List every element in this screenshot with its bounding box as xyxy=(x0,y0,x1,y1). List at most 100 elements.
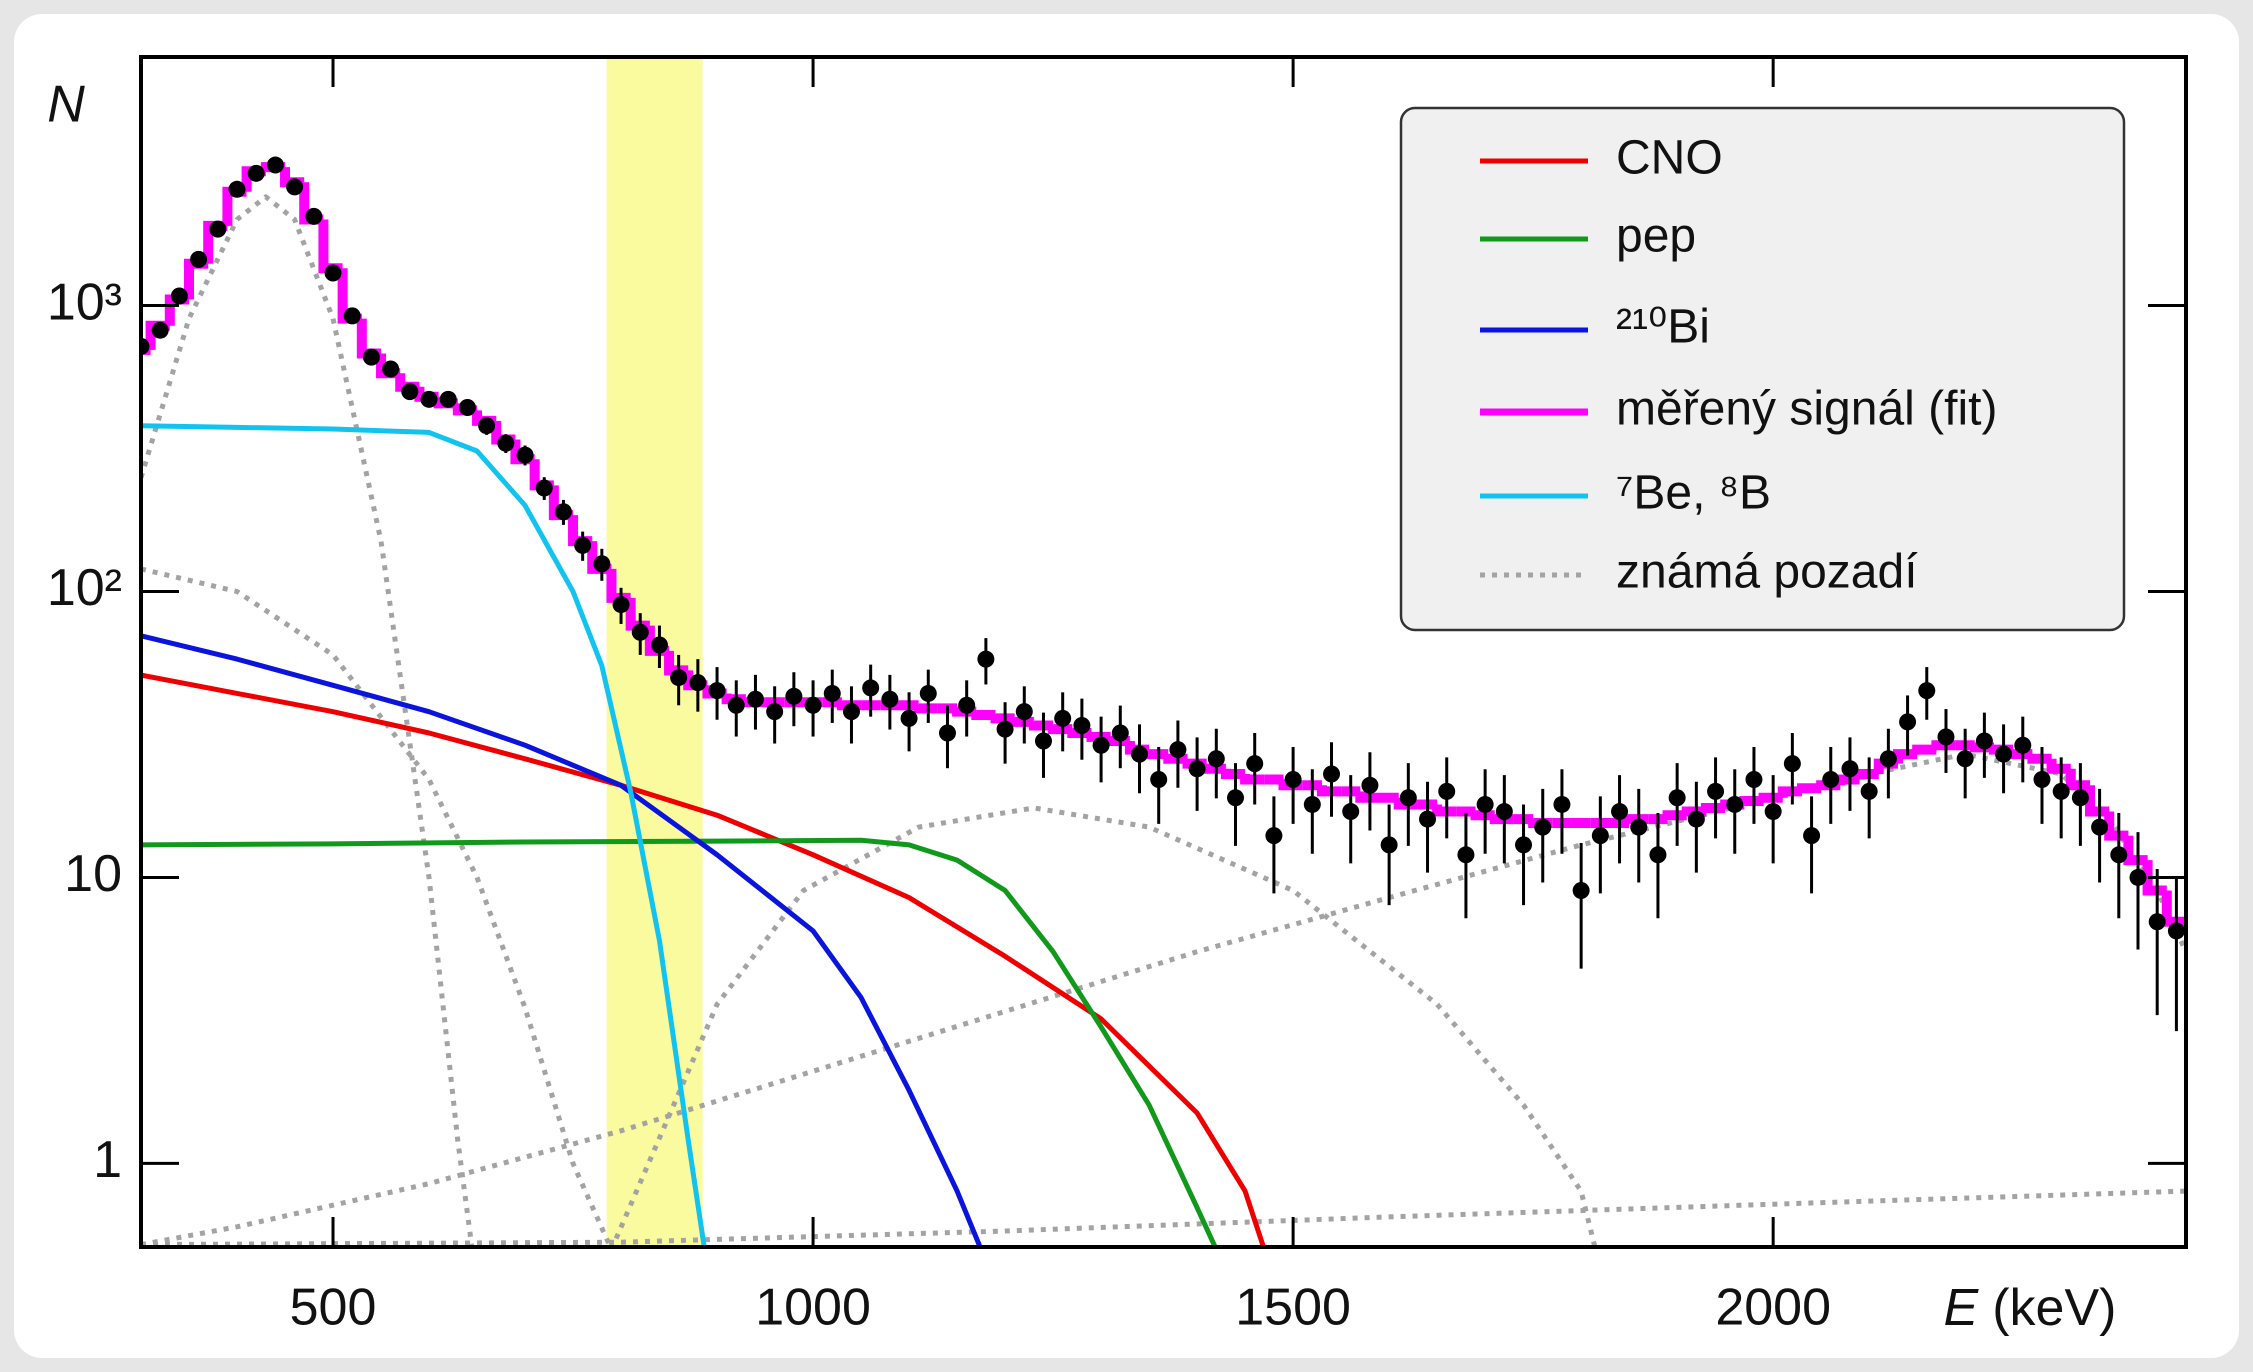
data-point xyxy=(1726,795,1744,813)
data-point xyxy=(1803,827,1821,845)
data-point xyxy=(2110,846,2128,864)
data-point xyxy=(247,164,265,182)
fit-step xyxy=(2161,890,2186,927)
data-point xyxy=(1553,795,1571,813)
legend-label: ⁷Be, ⁸B xyxy=(1616,467,1771,520)
data-point xyxy=(1399,789,1417,807)
y-axis-label: N xyxy=(47,76,85,134)
data-point xyxy=(1937,728,1955,746)
y-tick-label: 10³ xyxy=(47,273,122,331)
x-tick-label: 500 xyxy=(290,1279,377,1337)
fit-step xyxy=(1835,774,1860,786)
data-point xyxy=(209,220,227,238)
data-point xyxy=(919,684,937,702)
data-point xyxy=(862,679,880,697)
data-point xyxy=(1303,795,1321,813)
model-curve xyxy=(141,633,983,1247)
data-point xyxy=(1265,827,1283,845)
model-curve xyxy=(141,423,707,1247)
data-point xyxy=(1956,750,1974,768)
data-point xyxy=(996,720,1014,738)
data-point xyxy=(631,623,649,641)
data-point xyxy=(1227,789,1245,807)
fit-step xyxy=(2027,753,2052,764)
fit-step xyxy=(1796,783,1822,794)
y-tick-label: 10² xyxy=(47,559,122,617)
data-point xyxy=(2052,782,2070,800)
data-point xyxy=(2167,922,2185,940)
data-point xyxy=(1380,836,1398,854)
data-point xyxy=(478,417,496,435)
data-point xyxy=(266,156,284,174)
data-point xyxy=(1150,771,1168,789)
data-point xyxy=(1668,789,1686,807)
data-point xyxy=(1188,760,1206,778)
fit-step xyxy=(1009,716,1034,727)
data-point xyxy=(2014,736,2032,754)
data-point xyxy=(574,536,592,554)
data-point xyxy=(785,687,803,705)
data-point xyxy=(535,479,553,497)
data-point xyxy=(1572,882,1590,900)
fit-step xyxy=(2123,835,2148,866)
data-point xyxy=(670,669,688,687)
x-tick-label: 1500 xyxy=(1235,1279,1351,1337)
plot-area xyxy=(141,57,2186,1247)
data-point xyxy=(1476,795,1494,813)
fit-step xyxy=(1777,786,1802,798)
fit-step xyxy=(1662,810,1687,821)
x-axis-unit: (keV) xyxy=(1992,1279,2116,1337)
data-point xyxy=(382,360,400,378)
data-point xyxy=(766,703,784,721)
data-point xyxy=(1860,782,1878,800)
data-point xyxy=(2071,789,2089,807)
data-point xyxy=(151,321,169,339)
model-curve xyxy=(141,837,1218,1247)
data-point xyxy=(1687,810,1705,828)
data-point xyxy=(1130,745,1148,763)
data-point xyxy=(938,724,956,742)
data-point xyxy=(2148,913,2166,931)
data-point xyxy=(2033,771,2051,789)
data-point xyxy=(650,636,668,654)
data-point xyxy=(689,674,707,692)
data-point xyxy=(141,337,150,355)
data-point xyxy=(458,399,476,417)
data-point xyxy=(1822,771,1840,789)
fit-step xyxy=(2104,811,2129,841)
fit-step xyxy=(1758,792,1783,803)
data-point xyxy=(1246,755,1264,773)
fit-step xyxy=(1700,802,1726,813)
y-tick-label: 1 xyxy=(93,1131,122,1189)
data-point xyxy=(2129,868,2147,886)
data-point xyxy=(1073,716,1091,734)
data-point xyxy=(554,503,572,521)
fit-step xyxy=(2065,768,2090,791)
background-curve xyxy=(609,805,1598,1247)
x-axis-label: E (keV) xyxy=(1944,1279,2117,1337)
fit-step xyxy=(1931,740,1956,751)
fit-step xyxy=(1316,785,1342,797)
fit-step xyxy=(1892,749,1918,764)
legend-label: pep xyxy=(1616,210,1696,263)
data-point xyxy=(305,207,323,225)
data-point xyxy=(324,264,342,282)
data-point xyxy=(286,178,304,196)
data-point xyxy=(1284,771,1302,789)
fit-step xyxy=(913,703,938,714)
data-point xyxy=(170,287,188,305)
data-point xyxy=(1092,736,1110,754)
data-point xyxy=(439,390,457,408)
y-tick-label: 10 xyxy=(64,845,122,903)
fit-step xyxy=(1028,720,1054,731)
fit-step xyxy=(1144,749,1169,760)
x-tick-label: 2000 xyxy=(1715,1279,1831,1337)
fit-step xyxy=(1739,796,1764,807)
fit-step xyxy=(1432,804,1457,817)
fit-step xyxy=(1624,814,1649,825)
legend-label: známá pozadí xyxy=(1616,546,1918,599)
fit-step xyxy=(2046,758,2071,774)
x-axis-symbol: E xyxy=(1944,1279,1980,1337)
data-point xyxy=(977,650,995,668)
